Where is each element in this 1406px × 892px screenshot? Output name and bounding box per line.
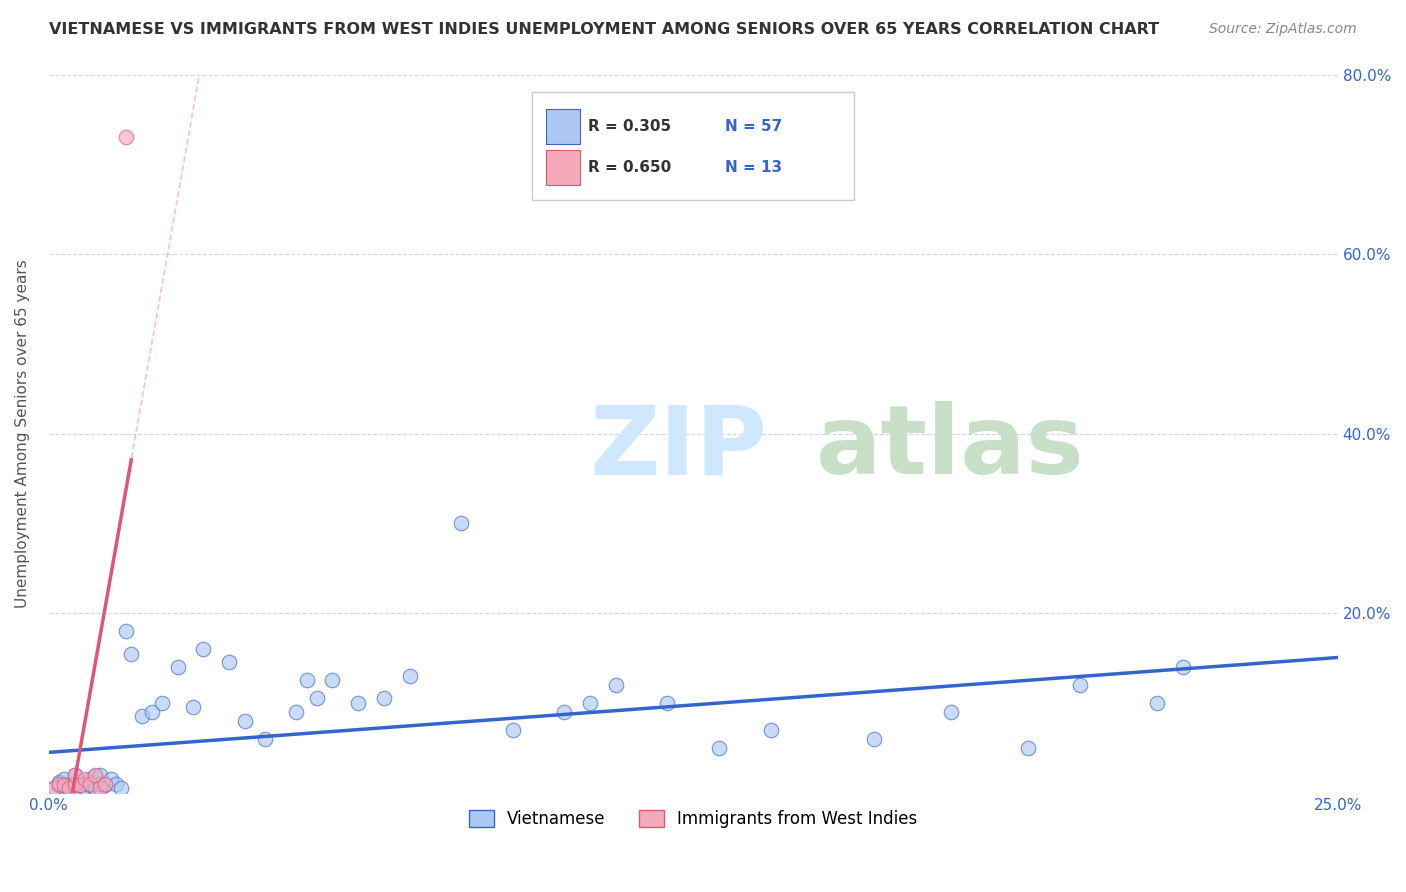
Point <box>218 656 240 670</box>
Point <box>42 781 65 796</box>
Point <box>295 673 318 688</box>
Legend: Vietnamese, Immigrants from West Indies: Vietnamese, Immigrants from West Indies <box>463 803 924 835</box>
Point <box>53 781 76 796</box>
Point <box>110 781 132 796</box>
Point <box>53 777 76 791</box>
Text: R = 0.650: R = 0.650 <box>588 161 671 176</box>
Point <box>657 696 679 710</box>
Text: N = 13: N = 13 <box>725 161 783 176</box>
FancyBboxPatch shape <box>531 93 855 200</box>
Text: Source: ZipAtlas.com: Source: ZipAtlas.com <box>1209 22 1357 37</box>
Point <box>100 772 122 787</box>
Point <box>84 781 107 796</box>
Point <box>1069 678 1091 692</box>
Point <box>233 714 256 728</box>
Point <box>53 772 76 787</box>
Y-axis label: Unemployment Among Seniors over 65 years: Unemployment Among Seniors over 65 years <box>15 260 30 608</box>
Point <box>79 777 101 791</box>
Point <box>89 767 111 781</box>
Point <box>89 781 111 796</box>
Point <box>305 691 328 706</box>
Point <box>321 673 343 688</box>
Point <box>120 647 142 661</box>
Point <box>94 779 117 793</box>
Point <box>63 767 86 781</box>
Text: R = 0.305: R = 0.305 <box>588 119 671 134</box>
Point <box>42 781 65 796</box>
Text: atlas: atlas <box>815 401 1084 494</box>
Point <box>48 775 70 789</box>
Point <box>115 624 138 638</box>
Point <box>63 777 86 791</box>
Text: N = 57: N = 57 <box>725 119 783 134</box>
Point <box>193 642 215 657</box>
Point <box>862 731 884 746</box>
Point <box>347 696 370 710</box>
Point <box>939 705 962 719</box>
Point <box>58 783 80 797</box>
Point <box>759 723 782 737</box>
Text: VIETNAMESE VS IMMIGRANTS FROM WEST INDIES UNEMPLOYMENT AMONG SENIORS OVER 65 YEA: VIETNAMESE VS IMMIGRANTS FROM WEST INDIE… <box>49 22 1160 37</box>
Point <box>398 669 420 683</box>
Point <box>79 779 101 793</box>
Point <box>79 772 101 787</box>
Point <box>73 772 96 787</box>
Point <box>150 696 173 710</box>
Point <box>131 709 153 723</box>
Point <box>104 777 127 791</box>
Point <box>69 775 91 789</box>
Point <box>69 779 91 793</box>
Point <box>579 696 602 710</box>
Point <box>1171 660 1194 674</box>
Point <box>94 777 117 791</box>
Point <box>69 779 91 793</box>
Point <box>285 705 308 719</box>
Point <box>53 779 76 793</box>
Point <box>707 740 730 755</box>
Point <box>502 723 524 737</box>
Point <box>58 781 80 796</box>
Point <box>48 777 70 791</box>
Point <box>166 660 188 674</box>
Point <box>84 767 107 781</box>
FancyBboxPatch shape <box>547 150 579 186</box>
Point <box>181 700 204 714</box>
Point <box>254 731 277 746</box>
Point <box>553 705 575 719</box>
FancyBboxPatch shape <box>547 109 579 145</box>
Point <box>63 777 86 791</box>
Point <box>115 130 138 145</box>
Point <box>1146 696 1168 710</box>
Text: ZIP: ZIP <box>591 401 768 494</box>
Point <box>373 691 395 706</box>
Point <box>141 705 163 719</box>
Point <box>48 779 70 793</box>
Point <box>63 781 86 796</box>
Point <box>1017 740 1039 755</box>
Point <box>58 779 80 793</box>
Point <box>450 516 472 531</box>
Point <box>73 777 96 791</box>
Point <box>84 770 107 784</box>
Point <box>63 767 86 781</box>
Point <box>73 781 96 796</box>
Point <box>605 678 627 692</box>
Point <box>89 777 111 791</box>
